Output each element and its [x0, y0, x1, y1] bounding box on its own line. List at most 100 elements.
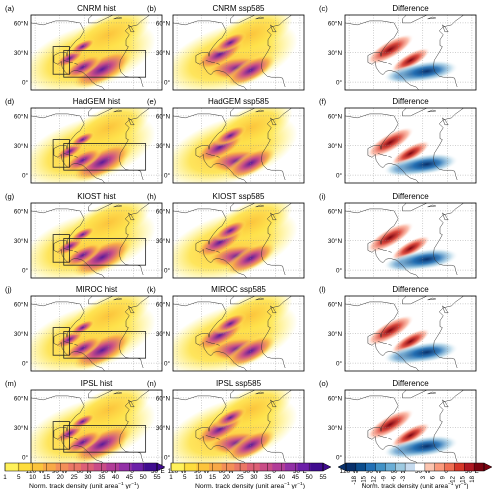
coastline [345, 15, 476, 90]
coastline [345, 296, 476, 371]
lat-tick-label: 60°N [14, 300, 29, 308]
lat-tick-label: 60°N [14, 394, 29, 402]
density-field [366, 126, 459, 177]
panel-frame [172, 202, 305, 279]
colorbar-swatch [454, 463, 465, 471]
density-core [63, 429, 102, 455]
colorbar-swatch [247, 463, 260, 471]
density-core [214, 407, 247, 429]
gridlines [345, 108, 476, 183]
coastline [345, 390, 476, 465]
colorbar-tick-label: -6 [391, 475, 397, 481]
lat-tick-label: 60°N [156, 207, 171, 215]
colorbar-tick-label: 25 [71, 474, 79, 481]
colorbar-swatch [119, 463, 132, 471]
colorbar-swatch [131, 463, 145, 471]
coastline [173, 390, 304, 465]
lat-tick-label: 0° [22, 267, 29, 275]
panel-title: IPSL hist [81, 379, 113, 388]
density-core [63, 54, 102, 80]
density-core [63, 335, 102, 361]
colorbar-swatch [55, 463, 69, 471]
gridlines [173, 203, 304, 278]
colorbar-tick-label: 20 [223, 474, 231, 481]
colorbar-swatch [464, 463, 475, 471]
colorbar-tick-label: 40 [112, 474, 120, 481]
colorbar-tick-label: 45 [292, 474, 300, 481]
panel-title: CNRM hist [77, 4, 116, 13]
lat-tick-label: 30°N [14, 49, 29, 57]
panel-hadgem-hist: (d) HadGEM hist 60°N 30°N 0° [5, 97, 163, 184]
negative-anomaly [395, 248, 459, 271]
colorbar-swatch [144, 463, 158, 471]
colorbar-tick-label: 3 [421, 475, 427, 479]
lat-tick-label: 30°N [328, 142, 343, 150]
colorbar-tick-label: 15 [209, 474, 217, 481]
colorbar-swatch [234, 463, 248, 471]
colorbar-swatch [415, 463, 426, 471]
lat-tick-label: 60°N [156, 112, 171, 120]
region-box [52, 234, 70, 263]
negative-anomaly [395, 153, 459, 176]
panel-title: MIROC hist [76, 285, 118, 294]
panel-letter: (l) [319, 285, 326, 294]
colorbar-swatch [310, 463, 324, 471]
lat-tick-label: 30°N [156, 49, 171, 57]
panel-frame [30, 107, 163, 184]
colorbar-tick-label: 15 [460, 475, 466, 482]
panel-letter: (b) [147, 4, 157, 13]
density-core [72, 330, 133, 370]
colorbar-swatch [43, 463, 56, 471]
lat-tick-label: 30°N [156, 237, 171, 245]
colorbar-extend-max [322, 462, 332, 472]
colorbar-tick-label: 18 [470, 475, 476, 482]
panel-letter: (n) [147, 379, 157, 388]
colorbar-tick-label: 40 [278, 474, 286, 481]
positive-anomaly [390, 47, 431, 74]
lat-tick-label: 60°N [328, 19, 343, 27]
coastline [173, 296, 304, 371]
panel-letter: (e) [147, 97, 157, 106]
panel-title: KIOST hist [77, 192, 116, 201]
colorbar-tick-label: 5 [17, 474, 21, 481]
lat-tick-label: 30°N [156, 424, 171, 432]
region-box [52, 46, 70, 75]
colorbar-swatch [106, 463, 120, 471]
colorbar-tick-label: 10 [195, 474, 203, 481]
panel-miroc-ssp585: (k) MIROC ssp585 60°N 30°N 0° [147, 285, 305, 372]
panel-letter: (g) [5, 192, 15, 201]
positive-anomaly [366, 314, 414, 347]
colorbar-tick-label: 15 [43, 474, 51, 481]
region-box [63, 143, 147, 171]
panel-kiost-hist: (g) KIOST hist 60°N 30°N 0° [5, 192, 163, 279]
panel-title: HadGEM hist [73, 97, 121, 106]
colorbar-swatch [196, 463, 210, 471]
panel-letter: (m) [5, 379, 17, 388]
negative-anomaly [395, 60, 459, 83]
positive-anomaly [366, 408, 414, 441]
lat-tick-label: 0° [336, 267, 343, 275]
colorbar-tick-label: 50 [140, 474, 148, 481]
density-core [63, 242, 102, 268]
panel-frame [172, 107, 305, 184]
colorbar-tick-label: 30 [250, 474, 258, 481]
colorbar-swatch [474, 463, 485, 471]
positive-anomaly [390, 140, 431, 167]
lat-tick-label: 0° [164, 267, 171, 275]
density-field [31, 296, 156, 371]
colorbar-frame [345, 462, 485, 472]
colorbar-swatch [5, 463, 18, 471]
density-core [214, 125, 247, 147]
panel-title: HadGEM ssp585 [208, 97, 269, 106]
panel-title: Difference [392, 379, 429, 388]
coastline [345, 108, 476, 183]
lat-tick-label: 30°N [156, 142, 171, 150]
region-box [52, 139, 70, 168]
density-field [31, 108, 156, 183]
gridlines [31, 296, 162, 371]
colorbar-swatch [259, 463, 273, 471]
region-box [63, 425, 147, 453]
colorbar-label: Norm. track density (unit area−1 yr−1) [195, 481, 305, 489]
